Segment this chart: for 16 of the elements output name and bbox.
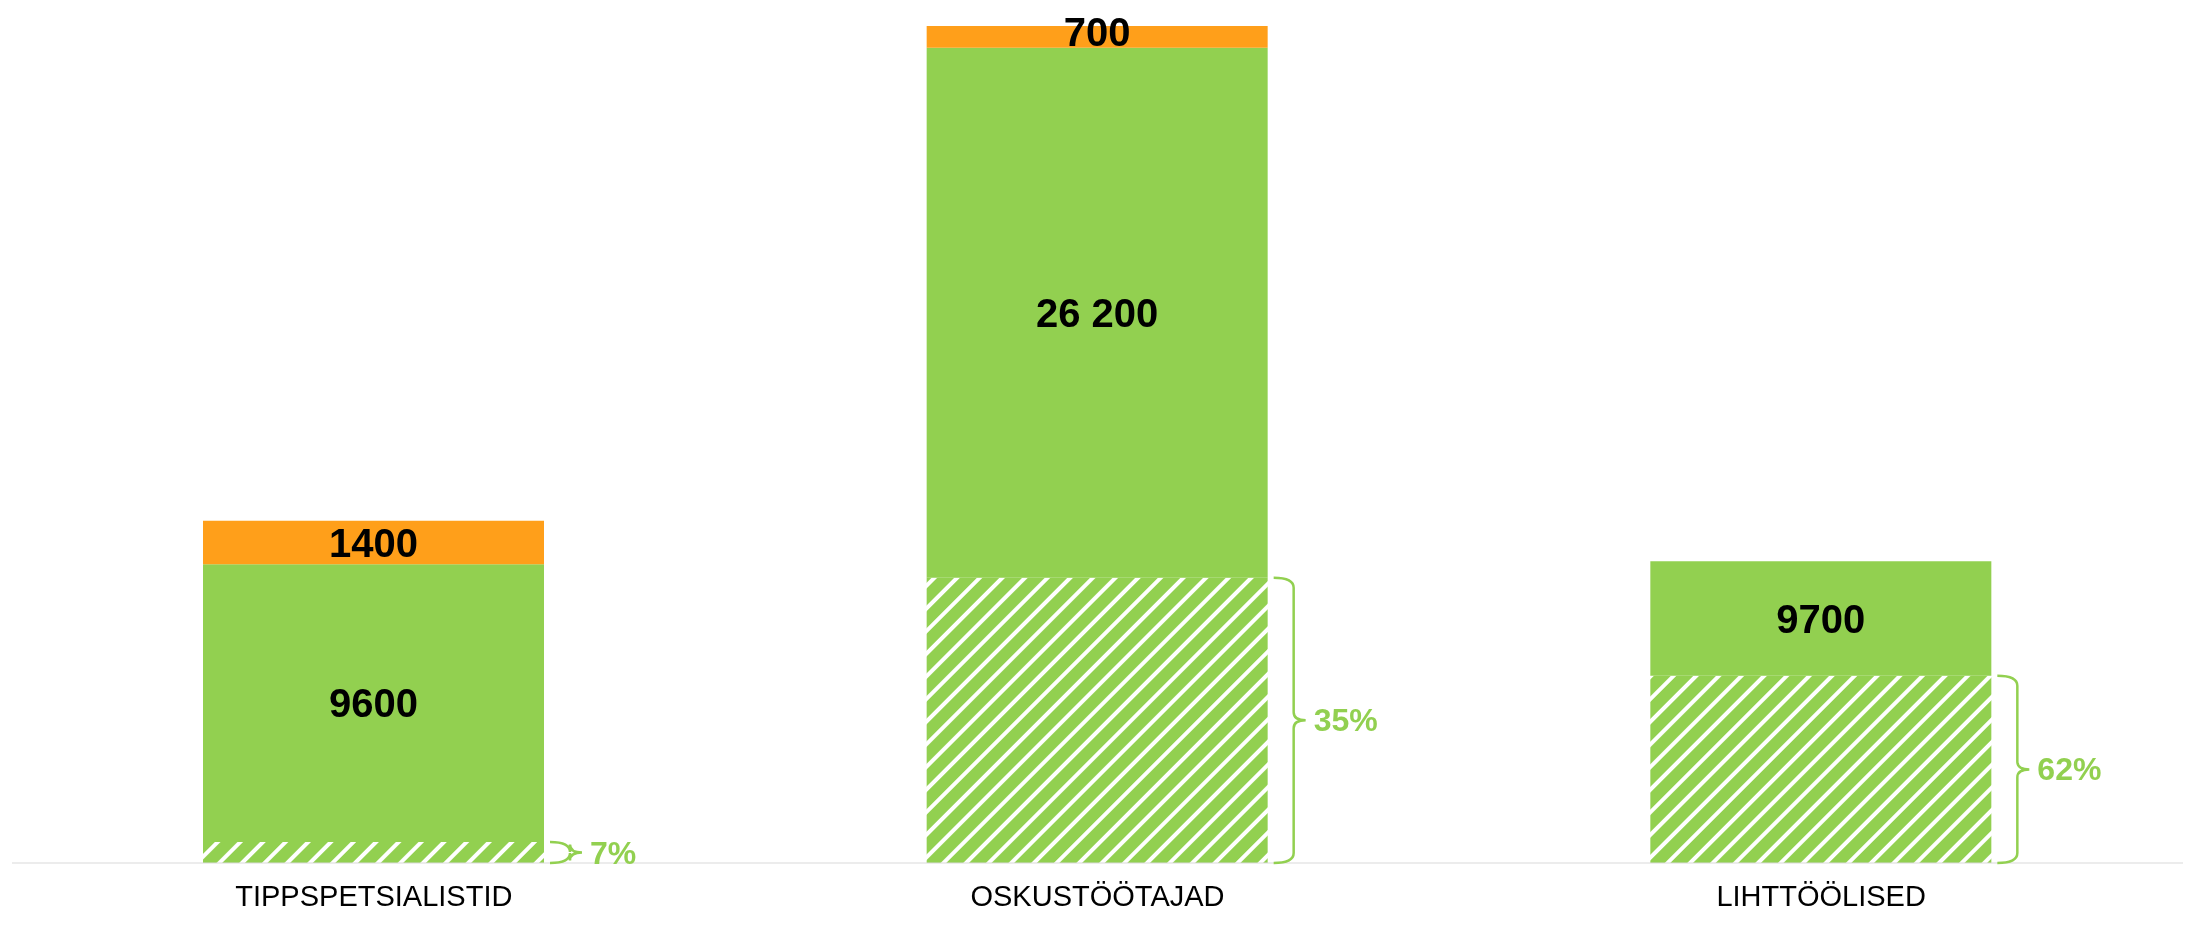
bar (1650, 561, 1992, 676)
annotation: 9600 (329, 681, 418, 726)
bar (203, 842, 544, 863)
annotation: 9700 (1776, 596, 1866, 641)
bar (1650, 675, 1992, 863)
annotation: 7% (590, 834, 637, 871)
annotation: 26 200 (1035, 290, 1159, 335)
bar (203, 564, 544, 843)
x-tick-label: LIHTTÖÖLISED (1716, 879, 1926, 912)
annotation: 35% (1313, 702, 1378, 739)
x-tick-label: OSKUSTÖÖTAJAD (970, 879, 1225, 912)
annotation: 62% (2037, 751, 2102, 788)
bar (926, 47, 1268, 578)
bar (926, 577, 1268, 863)
data-label: 1400 (329, 520, 418, 565)
x-tick-label: TIPPSPETSIALISTID (235, 879, 513, 912)
